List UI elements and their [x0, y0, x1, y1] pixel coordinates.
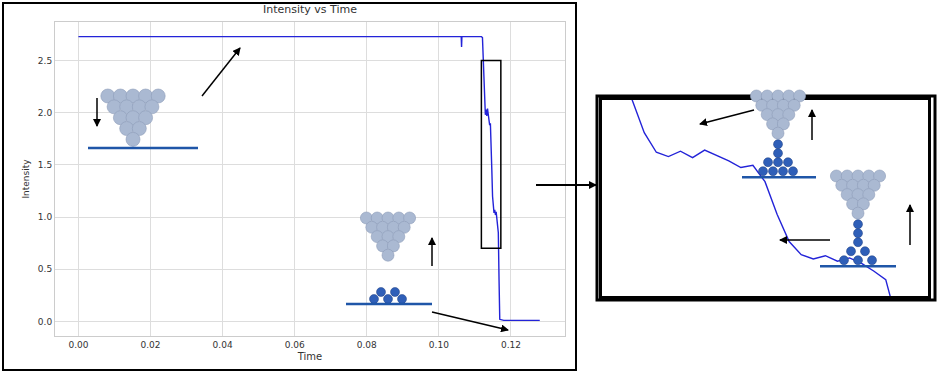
svg-text:1.5: 1.5 — [38, 160, 52, 170]
svg-text:0.10: 0.10 — [429, 340, 449, 350]
svg-text:0.00: 0.00 — [68, 340, 88, 350]
svg-text:Intensity: Intensity — [21, 159, 31, 199]
svg-text:0.02: 0.02 — [140, 340, 160, 350]
svg-text:0.06: 0.06 — [285, 340, 305, 350]
svg-text:0.5: 0.5 — [38, 264, 52, 274]
svg-text:Time: Time — [297, 351, 322, 362]
svg-text:1.0: 1.0 — [38, 212, 53, 222]
svg-text:0.12: 0.12 — [501, 340, 521, 350]
svg-text:0.0: 0.0 — [38, 317, 53, 327]
svg-text:2.5: 2.5 — [38, 56, 52, 66]
svg-text:0.04: 0.04 — [213, 340, 233, 350]
svg-text:0.08: 0.08 — [357, 340, 377, 350]
svg-text:2.0: 2.0 — [38, 108, 53, 118]
svg-text:Intensity vs Time: Intensity vs Time — [263, 3, 357, 16]
